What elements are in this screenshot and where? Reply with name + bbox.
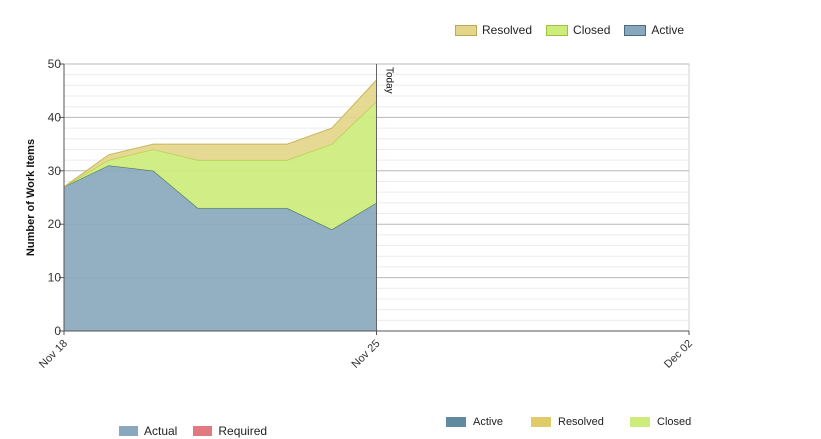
legend-item-active: Active <box>624 23 684 37</box>
x-tick-label: Dec 02 <box>662 338 695 371</box>
x-tick-label: Nov 25 <box>349 338 382 371</box>
legend-label-closed-bottom: Closed <box>657 416 692 428</box>
legend-item-required: Required <box>193 424 267 438</box>
x-tick-label: Nov 18 <box>37 338 70 371</box>
today-marker-label: Today <box>384 67 395 94</box>
y-tick-label: 0 <box>54 324 61 338</box>
chart-legend-top: Resolved Closed Active <box>455 23 698 37</box>
legend-label-active-bottom: Active <box>473 416 503 428</box>
legend-item-closed-bottom: Closed <box>630 416 691 428</box>
legend-item-resolved: Resolved <box>455 23 532 37</box>
legend-swatch-closed <box>546 24 569 36</box>
legend-swatch-actual <box>119 426 138 436</box>
legend-label-closed: Closed <box>573 23 611 37</box>
legend-item-active-bottom: Active <box>446 416 531 428</box>
chart-legend-bottom-left: Actual Required <box>119 424 283 438</box>
chart-legend-bottom-right: Active Resolved Closed <box>446 416 691 428</box>
area-closed <box>64 101 377 230</box>
legend-swatch-resolved <box>455 24 477 36</box>
area-active <box>64 165 377 331</box>
legend-swatch-required <box>193 426 213 436</box>
legend-label-required: Required <box>218 424 268 438</box>
legend-swatch-closed-bottom <box>630 417 650 427</box>
y-tick-label: 20 <box>48 217 62 231</box>
y-tick-label: 30 <box>48 164 62 178</box>
legend-swatch-active-bottom <box>446 417 466 427</box>
legend-label-active: Active <box>651 23 685 37</box>
line-resolved <box>63 79 377 188</box>
legend-swatch-active <box>624 24 647 36</box>
plot-area: Today 0 10 20 30 40 50 Nov 18 Nov 25 Dec 02 Number… <box>25 57 695 371</box>
legend-item-actual: Actual <box>119 424 177 438</box>
legend-item-resolved-bottom: Resolved <box>531 416 630 428</box>
y-axis-title: Number of Work Items <box>25 139 37 256</box>
legend-label-actual: Actual <box>144 424 178 438</box>
legend-label-resolved: Resolved <box>482 23 533 37</box>
y-tick-label: 40 <box>48 110 62 124</box>
legend-item-closed: Closed <box>546 23 610 37</box>
y-tick-label: 50 <box>48 57 62 71</box>
y-tick-label: 10 <box>48 271 62 285</box>
legend-swatch-resolved-bottom <box>531 417 551 427</box>
legend-label-resolved-bottom: Resolved <box>558 416 604 428</box>
